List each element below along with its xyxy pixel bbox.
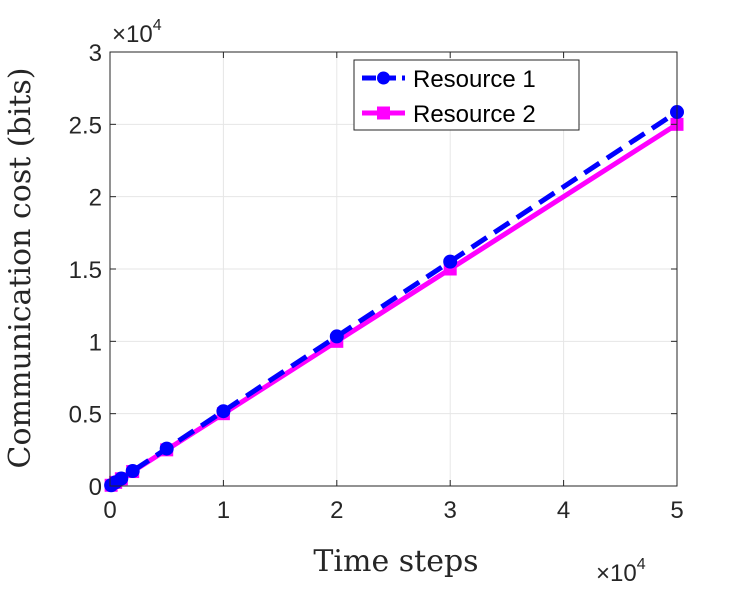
data-point-series-1 [114,471,129,486]
legend-marker-2 [377,106,390,120]
y-tick-label: 0.5 [69,402,102,429]
y-exponent-label: ×104 [112,17,162,48]
x-tick-label: 2 [330,497,343,524]
y-tick-label: 0 [89,474,102,501]
y-axis-label: Communication cost (bits) [3,68,38,469]
y-tick-label: 3 [89,40,102,67]
legend-label-2: Resource 2 [413,101,536,128]
x-tick-label: 5 [670,497,683,524]
y-tick-label: 2 [89,185,102,212]
x-exponent-label: ×104 [596,556,646,587]
ticks [109,51,678,487]
series-layer [104,105,684,493]
x-tick-label: 4 [557,497,570,524]
x-axis-label: Time steps [313,544,478,579]
data-point-series-1 [443,254,458,269]
legend-box [353,59,580,131]
data-point-series-1 [159,441,174,456]
data-point-series-1 [125,464,140,479]
x-tick-label: 1 [217,497,230,524]
x-exponent-power: 4 [637,556,646,573]
y-exponent-power: 4 [153,17,162,34]
data-point-series-1 [216,404,231,419]
legend-marker-1 [377,71,390,85]
y-tick-label: 2.5 [69,112,102,139]
y-tick-label: 1.5 [69,257,102,284]
series-line-2 [109,122,679,488]
legend-label-1: Resource 1 [413,66,536,93]
data-point-series-1 [329,329,344,344]
y-tick-label: 1 [89,329,102,356]
x-tick-label: 3 [444,497,457,524]
x-tick-label: 0 [103,497,116,524]
legend: Resource 1 Resource 2 [353,59,580,131]
tick-labels: 0 1 2 3 4 5 0 0.5 1 1.5 2 2.5 3 [69,40,684,524]
